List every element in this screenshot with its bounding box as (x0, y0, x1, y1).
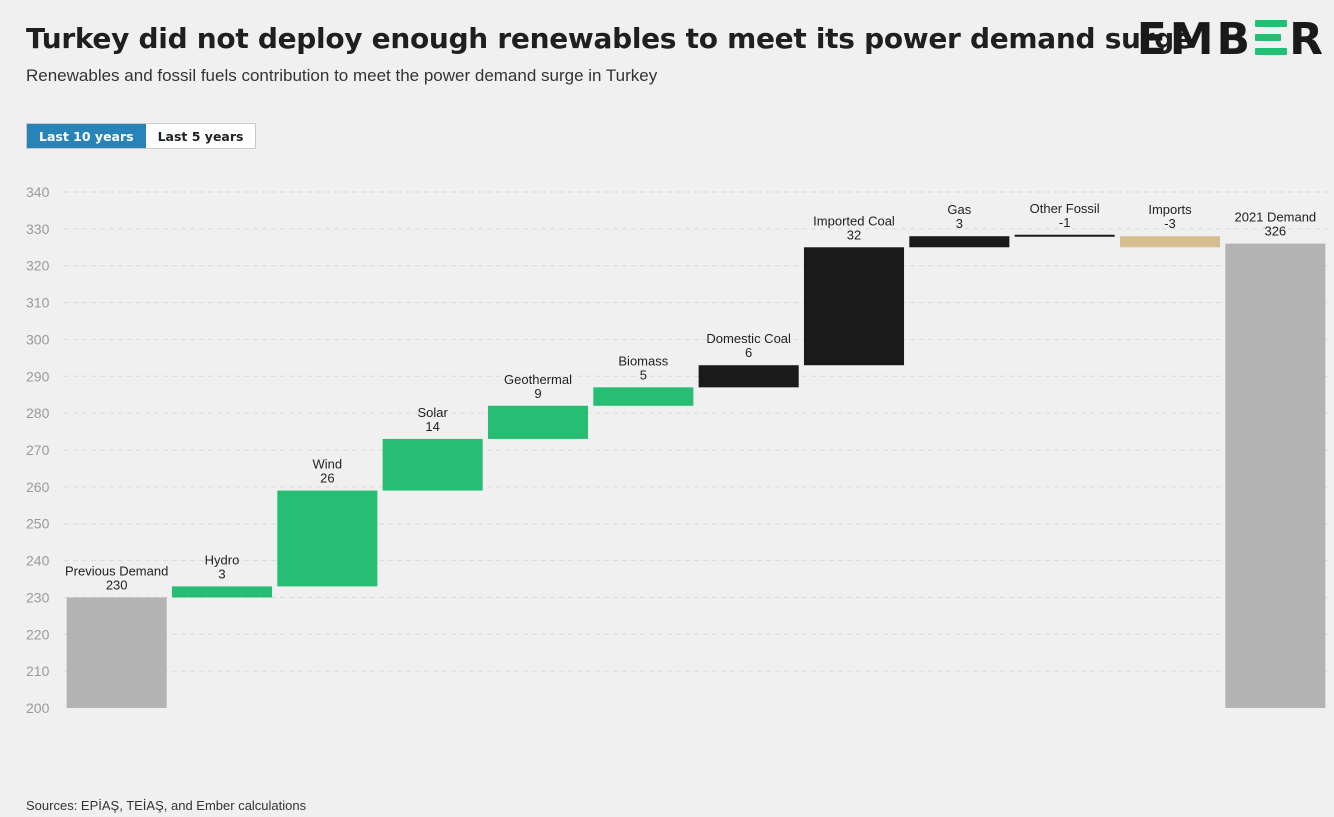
bar-hydro (171, 586, 273, 598)
bar-category-label: Imports (1148, 202, 1192, 217)
bar-value-label: 3 (956, 216, 963, 231)
y-tick-label: 200 (26, 700, 50, 716)
bar-2021-demand (1225, 243, 1326, 708)
y-axis: 200 210 220 230 240 250 260 270 280 290 300 310 320 3… (26, 184, 50, 716)
bar-category-label: Domestic Coal (706, 331, 791, 346)
toggle-last-10-years[interactable]: Last 10 years (27, 124, 146, 148)
bar-value-label: 3 (218, 566, 225, 581)
y-tick-label: 300 (26, 331, 50, 347)
bar-value-label: 26 (320, 471, 334, 486)
y-tick-label: 340 (26, 184, 50, 200)
bar-geothermal (487, 405, 589, 439)
bar-domestic-coal (698, 365, 799, 388)
bar-category-label: Other Fossil (1030, 201, 1100, 216)
bar-category-label: Geothermal (504, 372, 572, 387)
y-tick-label: 240 (26, 553, 50, 569)
bar-value-label: 5 (640, 367, 647, 382)
y-tick-label: 220 (26, 626, 50, 642)
chart-title: Turkey did not deploy enough renewables … (26, 22, 1193, 55)
y-tick-label: 320 (26, 258, 50, 274)
bar-previous-demand (66, 597, 167, 708)
bar-category-label: 2021 Demand (1234, 210, 1316, 225)
bar-solar (382, 438, 483, 491)
y-tick-label: 250 (26, 516, 50, 532)
chart-subtitle: Renewables and fossil fuels contribution… (26, 66, 658, 85)
y-tick-label: 210 (26, 663, 50, 679)
bar-value-label: 9 (534, 386, 541, 401)
source-note: Sources: EPİAŞ, TEİAŞ, and Ember calcula… (26, 798, 307, 813)
bar-category-label: Imported Coal (813, 213, 895, 228)
y-tick-label: 230 (26, 589, 50, 605)
bar-gas (909, 236, 1010, 248)
y-tick-label: 260 (26, 479, 50, 495)
bar-category-label: Hydro (205, 552, 240, 567)
bar-imports (1119, 236, 1221, 248)
y-tick-label: 310 (26, 295, 50, 311)
bar-value-label: 6 (745, 345, 752, 360)
bar-category-label: Biomass (618, 353, 668, 368)
bar-other-fossil (1014, 234, 1115, 237)
bar-biomass (593, 387, 694, 406)
bars (66, 234, 1326, 708)
bar-wind (277, 490, 378, 587)
bar-imported-coal (803, 247, 905, 366)
bar-category-label: Previous Demand (65, 563, 168, 578)
bar-value-label: 32 (847, 227, 861, 242)
y-tick-label: 280 (26, 405, 50, 421)
period-toggle[interactable]: Last 10 years Last 5 years (26, 123, 257, 149)
bar-labels: Previous Demand230Hydro3Wind26Solar14Geo… (65, 201, 1316, 593)
logo-e-mark-icon (1255, 18, 1288, 56)
bar-value-label: 14 (425, 419, 439, 434)
y-tick-label: 330 (26, 221, 50, 237)
bar-value-label: 326 (1264, 224, 1286, 239)
bar-category-label: Solar (417, 405, 448, 420)
bar-value-label: -1 (1059, 215, 1071, 230)
ember-logo: EMB R (1136, 14, 1326, 65)
bar-value-label: -3 (1164, 216, 1176, 231)
bar-category-label: Gas (947, 202, 971, 217)
gridlines (64, 191, 1328, 672)
toggle-last-5-years[interactable]: Last 5 years (145, 124, 256, 148)
bar-value-label: 230 (106, 577, 128, 592)
y-tick-label: 270 (26, 442, 50, 458)
y-tick-label: 290 (26, 368, 50, 384)
bar-category-label: Wind (313, 457, 343, 472)
